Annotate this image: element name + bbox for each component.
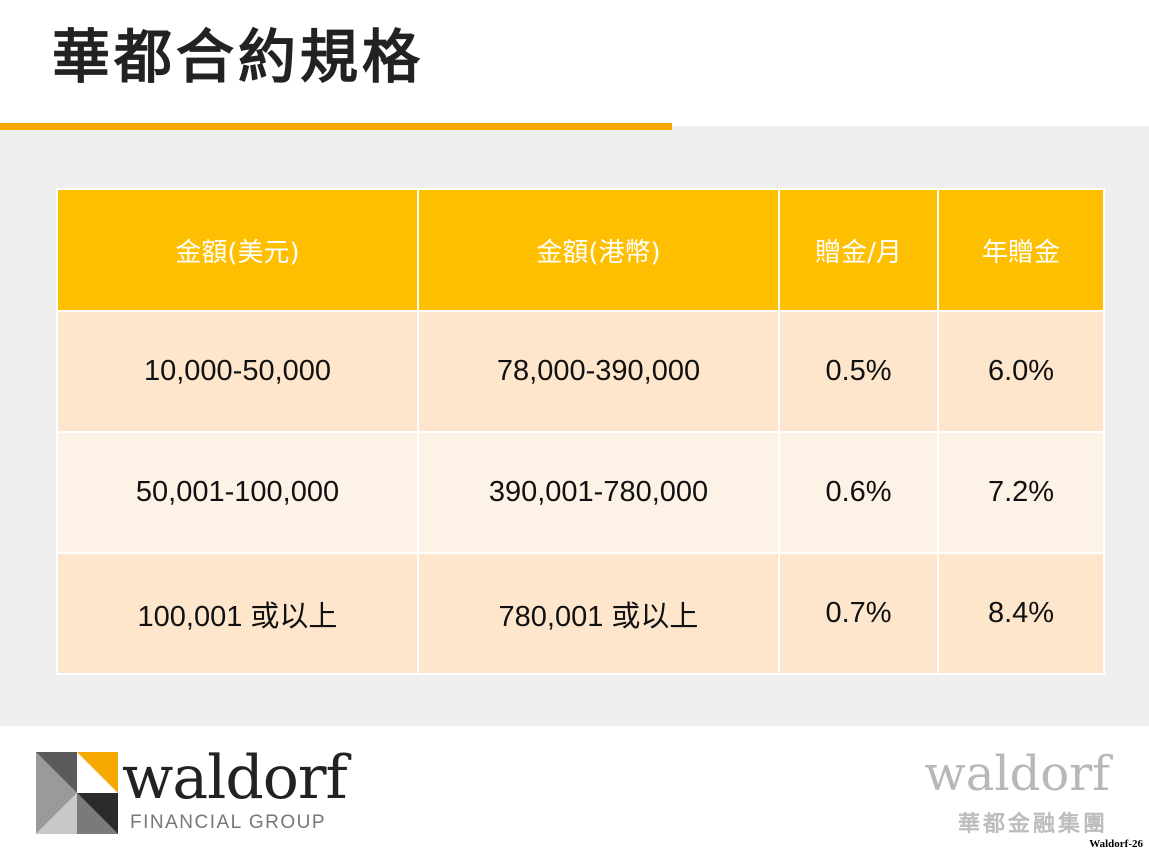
cell-monthly-bonus: 0.6% bbox=[778, 431, 939, 554]
table-row: 50,001-100,000 390,001-780,000 0.6% 7.2% bbox=[56, 431, 1105, 554]
cell-annual-bonus: 8.4% bbox=[937, 552, 1105, 675]
cell-amount-usd: 10,000-50,000 bbox=[56, 310, 419, 433]
header-amount-usd: 金額(美元) bbox=[56, 188, 419, 312]
cell-annual-bonus: 7.2% bbox=[937, 431, 1105, 554]
waldorf-logo: waldorf FINANCIAL GROUP bbox=[36, 748, 356, 842]
logo-wordmark: waldorf bbox=[122, 743, 348, 813]
cell-annual-bonus: 6.0% bbox=[937, 310, 1105, 433]
waldorf-logo-icon bbox=[36, 752, 118, 834]
title-underline bbox=[0, 123, 672, 130]
table-header-row: 金額(美元) 金額(港幣) 贈金/月 年贈金 bbox=[56, 188, 1105, 312]
header-amount-hkd: 金額(港幣) bbox=[417, 188, 780, 312]
contract-spec-table: 金額(美元) 金額(港幣) 贈金/月 年贈金 10,000-50,000 78,… bbox=[56, 188, 1105, 675]
cell-amount-hkd: 78,000-390,000 bbox=[417, 310, 780, 433]
watermark-wordmark: waldorf bbox=[924, 746, 1110, 802]
cell-amount-hkd: 390,001-780,000 bbox=[417, 431, 780, 554]
watermark-chinese-name: 華都金融集團 bbox=[957, 812, 1108, 837]
page-title: 華都合約規格 bbox=[52, 23, 425, 91]
cell-amount-usd: 50,001-100,000 bbox=[56, 431, 419, 554]
cell-amount-hkd: 780,001 或以上 bbox=[417, 552, 780, 675]
logo-tagline: FINANCIAL GROUP bbox=[130, 812, 326, 833]
header-monthly-bonus: 贈金/月 bbox=[778, 188, 939, 312]
cell-amount-usd: 100,001 或以上 bbox=[56, 552, 419, 675]
watermark-logo: waldorf 華都金融集團 bbox=[925, 750, 1128, 837]
page-label: Waldorf-26 bbox=[1089, 838, 1143, 850]
header-annual-bonus: 年贈金 bbox=[937, 188, 1105, 312]
cell-monthly-bonus: 0.5% bbox=[778, 310, 939, 433]
table-row: 10,000-50,000 78,000-390,000 0.5% 6.0% bbox=[56, 310, 1105, 433]
table-row: 100,001 或以上 780,001 或以上 0.7% 8.4% bbox=[56, 552, 1105, 675]
cell-monthly-bonus: 0.7% bbox=[778, 552, 939, 675]
